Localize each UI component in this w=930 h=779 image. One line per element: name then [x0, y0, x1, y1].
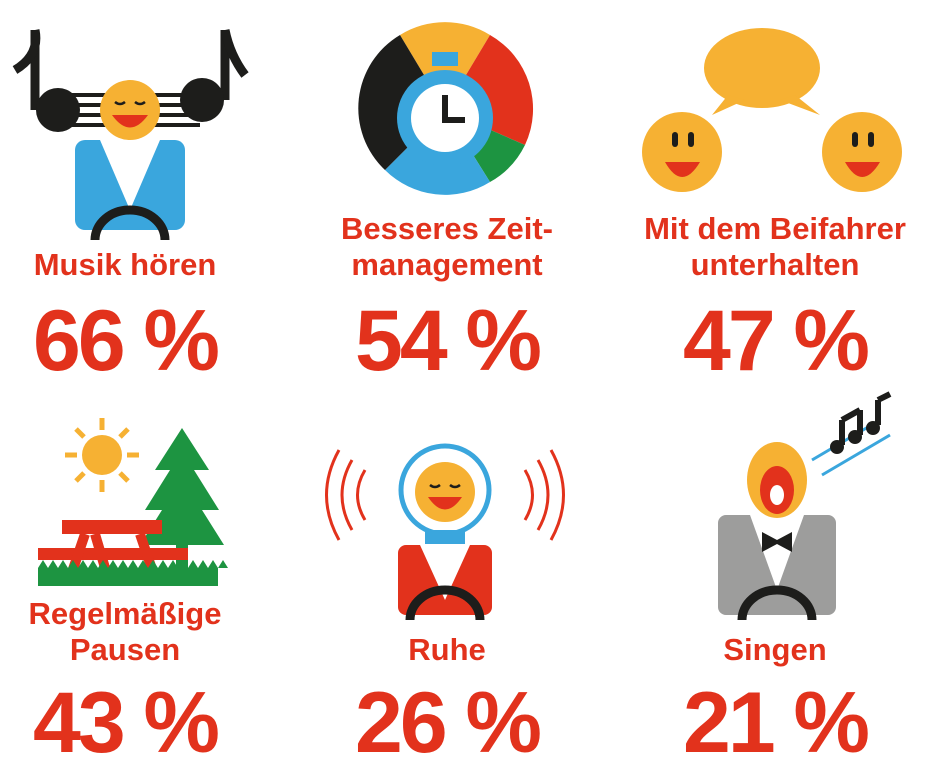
- item-label: Pausen: [70, 632, 180, 667]
- item-percentage: 54 %: [355, 293, 541, 389]
- item-label: Regelmäßige: [29, 596, 222, 631]
- icon-silence: [325, 443, 565, 621]
- item-label: Mit dem Beifahrer: [644, 211, 906, 246]
- item-label: management: [351, 247, 542, 282]
- item-percentage: 47 %: [683, 293, 869, 389]
- icon-singing: [718, 391, 892, 621]
- icon-break: [38, 418, 228, 586]
- item-label: Musik hören: [34, 247, 217, 282]
- item-percentage: 21 %: [683, 675, 869, 771]
- item-percentage: 43 %: [33, 675, 219, 771]
- item-percentage: 26 %: [355, 675, 541, 771]
- item-percentage: 66 %: [33, 293, 219, 389]
- item-label: unterhalten: [691, 247, 860, 282]
- icon-conversation: [642, 28, 902, 192]
- icon-music: [12, 29, 249, 241]
- icon-clock: [358, 22, 534, 195]
- item-label: Besseres Zeit-: [341, 211, 553, 246]
- item-label: Ruhe: [408, 632, 486, 667]
- item-label: Singen: [723, 632, 826, 667]
